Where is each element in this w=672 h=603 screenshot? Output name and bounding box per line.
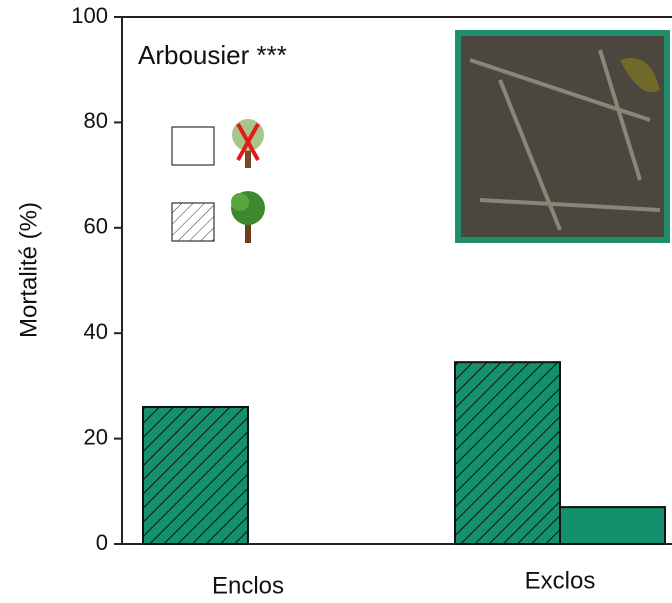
chart-title: Arbousier *** [138,40,287,70]
bar [454,361,561,545]
y-tick-label: 40 [84,319,108,344]
tree-icon [231,191,265,243]
y-tick-label: 80 [84,108,108,133]
y-tick-label: 0 [96,530,108,555]
y-axis-title: Mortalité (%) [15,202,42,338]
y-tick-label: 100 [71,3,108,28]
bar [142,405,249,546]
legend-swatch [171,126,215,166]
legend [171,119,265,243]
x-tick-label: Exclos [525,567,596,594]
y-tick-label: 60 [84,214,108,239]
y-tick-label: 20 [84,424,108,449]
tree-icon [232,119,264,168]
photo [455,30,670,243]
bar [559,506,666,545]
legend-swatch [171,202,215,242]
x-tick-label: Enclos [212,572,284,599]
